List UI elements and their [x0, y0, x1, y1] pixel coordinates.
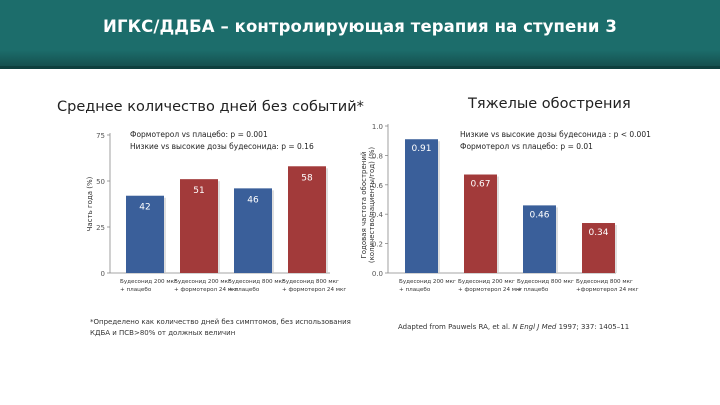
bar: [405, 139, 438, 273]
y-axis-label: Часть года (%): [86, 176, 94, 231]
bar: [464, 174, 497, 273]
page-title: ИГКС/ДДБА – контролирующая терапия на ст…: [103, 17, 617, 36]
x-category-label: Будесонид 200 мкг: [120, 279, 177, 285]
source-prefix: Adapted from Pauwels RA, et al.: [398, 323, 513, 331]
chart-right-title: Тяжелые обострения: [468, 96, 631, 112]
y-tick-label: 1.0: [372, 123, 383, 131]
x-category-label: + плацебо: [399, 287, 431, 293]
x-category-label: + формотерол 24 мкг: [174, 287, 238, 293]
annotation: Низкие vs высокие дозы будесонида : p < …: [460, 130, 651, 139]
chart-left-title: Среднее количество дней без событий*: [57, 99, 364, 115]
header-shade: [0, 50, 720, 66]
annotation: Формотерол vs плацебо: p = 0.001: [130, 130, 268, 139]
header-divider: [0, 66, 720, 69]
x-category-label: Будесонид 200 мкг: [174, 279, 231, 285]
bar-data-label: 0.91: [411, 144, 431, 154]
bar: [288, 166, 326, 273]
y-tick-label: 0.0: [372, 270, 383, 278]
x-category-label: +формотерол 24 мкг: [576, 287, 639, 293]
x-category-label: + плацебо: [517, 287, 549, 293]
bar: [234, 188, 272, 273]
y-tick-label: 0.8: [372, 152, 383, 160]
y-tick-label: 0.4: [372, 211, 384, 219]
header: ИГКС/ДДБА – контролирующая терапия на ст…: [0, 0, 720, 66]
bar-data-label: 58: [301, 173, 313, 183]
x-category-label: + формотерол 24 мкг: [458, 287, 522, 293]
y-axis-label: (количество/пациенты/год) (%): [368, 147, 376, 264]
bar-data-label: 0.67: [470, 180, 490, 190]
bar-data-label: 51: [193, 186, 204, 196]
x-category-label: + плацебо: [228, 287, 260, 293]
source-journal: N Engl J Med: [512, 323, 557, 331]
bar: [126, 195, 164, 273]
x-category-label: Будесонид 800 мкг: [517, 279, 574, 285]
x-category-label: + плацебо: [120, 287, 152, 293]
bar: [180, 179, 218, 273]
y-axis-label: Годовая частота обострений: [360, 152, 368, 259]
x-category-label: Будесонид 800 мкг: [282, 279, 339, 285]
bar-data-label: 0.46: [529, 210, 549, 220]
annotation: Формотерол vs плацебо: p = 0.01: [460, 142, 593, 151]
footnote-line-2: КДБА и ПСВ>80% от должных величин: [90, 329, 236, 337]
y-tick-label: 0.2: [372, 241, 383, 249]
bar: [582, 223, 615, 273]
annotation: Низкие vs высокие дозы будесонида: p = 0…: [130, 142, 314, 151]
x-category-label: Будесонид 800 мкг: [228, 279, 285, 285]
bar: [523, 205, 556, 273]
x-category-label: Будесонид 200 мкг: [458, 279, 515, 285]
source-suffix: 1997; 337: 1405–11: [556, 323, 630, 331]
x-category-label: Будесонид 200 мкг: [399, 279, 456, 285]
bar-data-label: 0.34: [588, 228, 608, 238]
y-tick-label: 50: [96, 178, 105, 186]
y-tick-label: 75: [96, 132, 105, 140]
y-tick-label: 25: [96, 224, 105, 232]
y-tick-label: 0: [101, 270, 105, 278]
footnote-line-1: *Определено как количество дней без симп…: [90, 318, 351, 326]
y-tick-label: 0.6: [372, 182, 384, 190]
bar-data-label: 42: [139, 203, 150, 213]
bar-data-label: 46: [247, 195, 259, 205]
source-citation: Adapted from Pauwels RA, et al. N Engl J…: [398, 323, 629, 332]
x-category-label: Будесонид 800 мкг: [576, 279, 633, 285]
x-category-label: + формотерол 24 мкг: [282, 287, 346, 293]
